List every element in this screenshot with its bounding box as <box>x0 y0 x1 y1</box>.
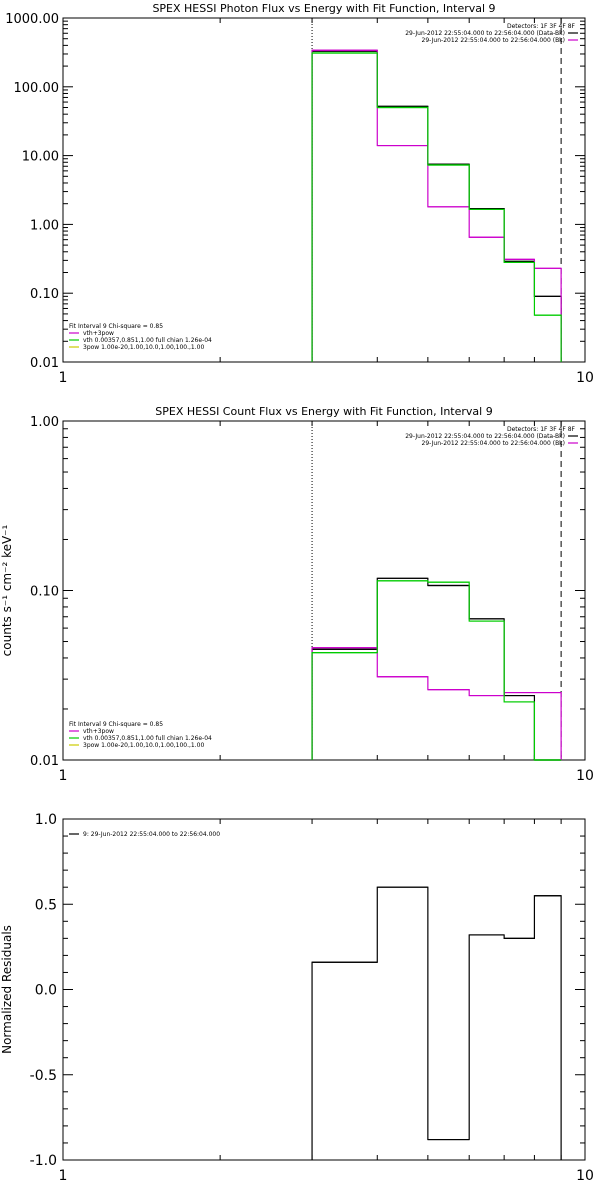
y-tick-label: 0.01 <box>30 356 59 371</box>
y-tick-label: -0.5 <box>30 1068 57 1084</box>
y-tick-label: 1.0 <box>35 812 57 828</box>
legend-left-entry: Fit Interval 9 Chi-square = 0.85 <box>69 323 163 330</box>
legend-left-entry: vth 0.00357,0.851,1.00 full chian 1.26e-… <box>83 337 212 344</box>
legend-right-entry: 29-Jun-2012 22:55:04.000 to 22:56:04.000… <box>405 433 565 440</box>
legend-left-entry: vth+3pow <box>83 728 114 735</box>
legend-right-entry: Detectors: 1F 3F 4F 8F <box>507 426 576 433</box>
series-3-histogram <box>311 580 562 761</box>
panel-1: SPEX HESSI Photon Flux vs Energy with Fi… <box>5 2 594 386</box>
y-tick-label: 1000.00 <box>5 12 59 27</box>
panel-title: SPEX HESSI Count Flux vs Energy with Fit… <box>155 405 492 418</box>
legend-right-entry: 29-Jun-2012 22:55:04.000 to 22:56:04.000… <box>405 30 565 37</box>
x-tick-label: 1 <box>59 370 68 386</box>
x-tick-label: 1 <box>59 768 68 784</box>
legend-left-entry: vth+3pow <box>83 330 114 337</box>
y-axis-label: Normalized Residuals <box>0 925 14 1054</box>
series-1-histogram <box>311 886 562 1160</box>
y-tick-label: 1.00 <box>30 218 59 233</box>
legend-right-entry: 29-Jun-2012 22:55:04.000 to 22:56:04.000… <box>422 440 565 447</box>
legend-left-entry: 9: 29-Jun-2012 22:55:04.000 to 22:56:04.… <box>83 831 220 838</box>
legend-right-entry: Detectors: 1F 3F 4F 8F <box>507 23 576 30</box>
y-tick-label: 0.0 <box>35 983 57 999</box>
x-tick-label: 10 <box>576 1168 594 1184</box>
legend-left-entry: 3pow 1.00e-20,1.00,10.0,1.00,100.,1.00 <box>83 344 204 351</box>
y-tick-label: 100.00 <box>14 81 60 96</box>
plot-frame <box>62 17 586 363</box>
legend-right-entry: 29-Jun-2012 22:55:04.000 to 22:56:04.000… <box>422 37 565 44</box>
series-2-histogram <box>311 647 562 760</box>
y-tick-label: 10.00 <box>22 150 59 165</box>
series-2-histogram <box>311 49 562 362</box>
legend-left-entry: vth 0.00357,0.851,1.00 full chian 1.26e-… <box>83 735 212 742</box>
series-1-histogram <box>311 577 562 761</box>
legend-left-entry: Fit Interval 9 Chi-square = 0.85 <box>69 721 163 728</box>
y-tick-label: 1.00 <box>30 415 59 430</box>
legend-left-entry: 3pow 1.00e-20,1.00,10.0,1.00,100.,1.00 <box>83 742 204 749</box>
plot-frame <box>62 818 586 1161</box>
panel-2: SPEX HESSI Count Flux vs Energy with Fit… <box>0 405 594 784</box>
y-tick-label: 0.10 <box>30 585 59 600</box>
y-tick-label: 0.5 <box>35 897 57 913</box>
x-tick-label: 1 <box>59 1168 68 1184</box>
panel-title: SPEX HESSI Photon Flux vs Energy with Fi… <box>152 2 495 15</box>
x-tick-label: 10 <box>576 768 594 784</box>
panel-3: Normalized Residuals 1 10 -1.0 -0.5 0.0 0.5 1.0… <box>0 812 594 1184</box>
y-tick-label: -1.0 <box>30 1153 57 1169</box>
y-tick-label: 0.10 <box>30 287 59 302</box>
series-3-histogram <box>311 52 562 362</box>
plot-frame <box>62 420 586 761</box>
y-axis-label: counts s⁻¹ cm⁻² keV⁻¹ <box>0 524 14 656</box>
y-tick-label: 0.01 <box>30 754 59 769</box>
x-tick-label: 10 <box>576 370 594 386</box>
